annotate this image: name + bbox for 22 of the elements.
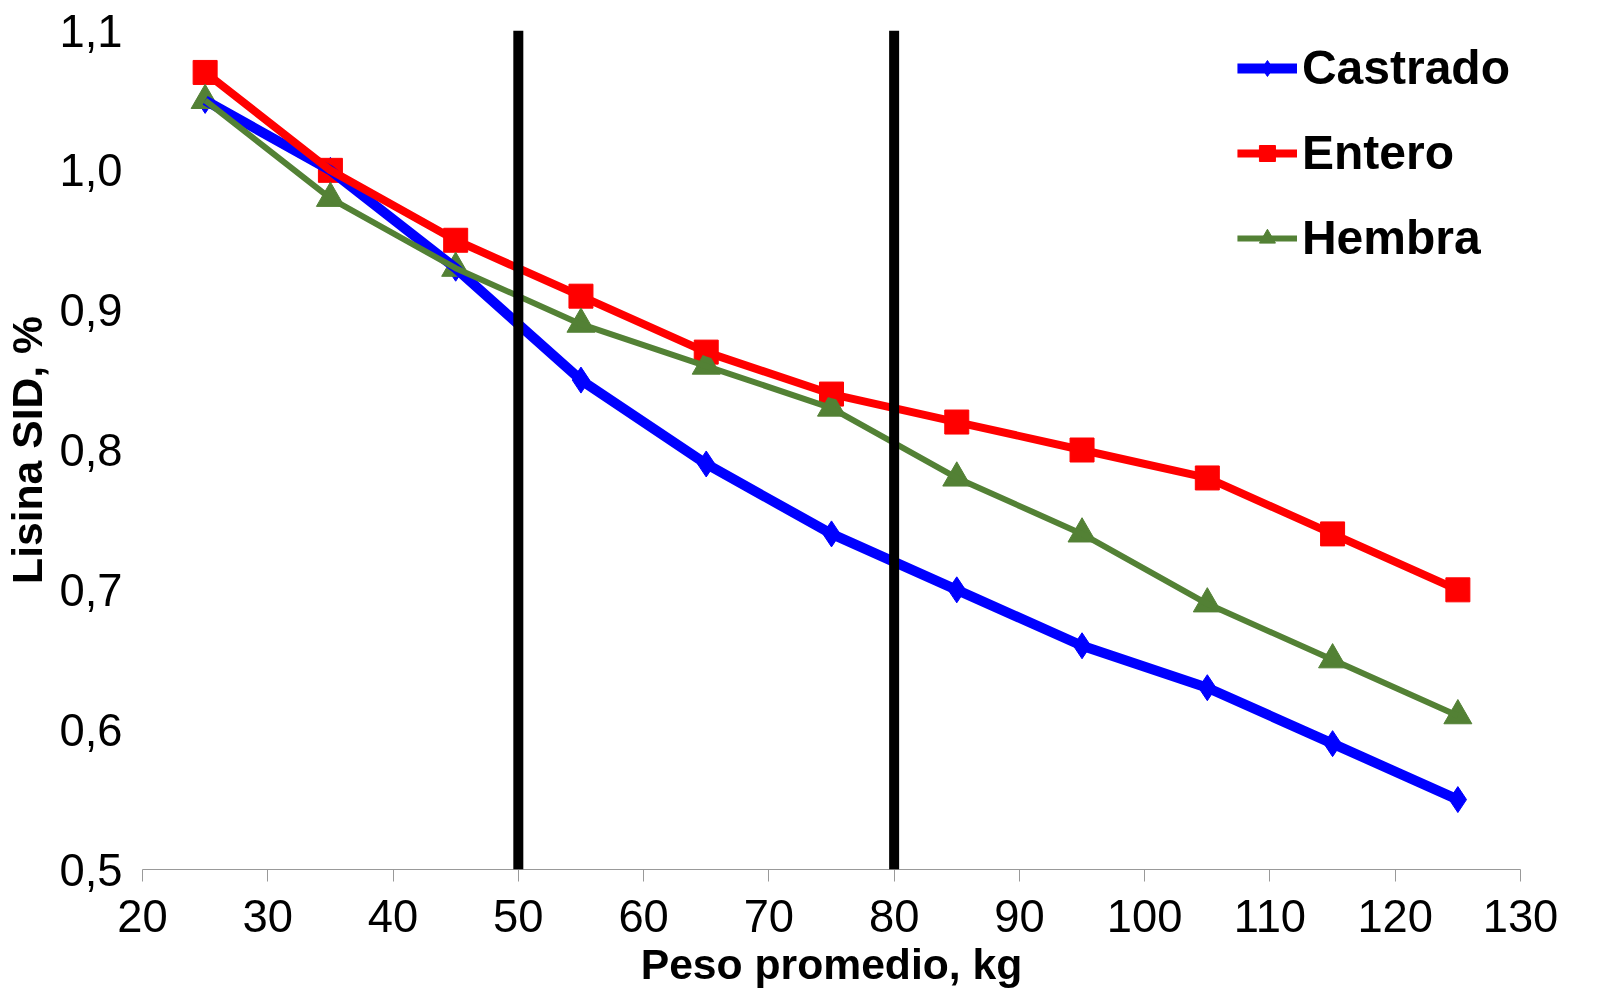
y-axis-title: Lisina SID, % [3,316,52,584]
x-tick-label: 60 [618,890,669,942]
y-tick-label: 1,0 [59,145,123,197]
legend-label: Hembra [1301,210,1481,265]
y-tick-label: 0,7 [59,564,123,616]
x-tick-label: 90 [994,890,1045,942]
x-tick-label: 40 [367,890,419,942]
y-tick-label: 1,1 [59,5,123,57]
y-tick-label: 0,9 [59,285,123,337]
x-tick-label: 120 [1357,890,1434,942]
legend-label: Castrado [1301,40,1510,95]
y-tick-label: 0,6 [59,704,123,756]
x-tick-label: 100 [1106,890,1183,942]
legend-label: Entero [1301,125,1454,180]
x-tick-label: 70 [743,890,795,942]
y-tick-label: 0,8 [59,425,123,476]
x-tick-label: 30 [242,890,293,942]
x-tick-label: 50 [493,890,544,942]
x-tick-label: 80 [868,890,920,942]
x-axis-title: Peso promedio, kg [640,939,1023,988]
x-tick-label: 110 [1233,890,1307,942]
x-tick-label: 130 [1482,890,1559,942]
